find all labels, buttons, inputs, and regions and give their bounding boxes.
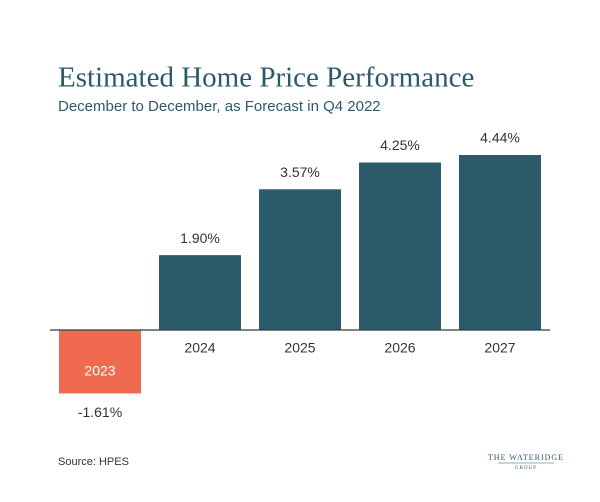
source: Source: HPES xyxy=(58,456,129,468)
value-label: 3.57% xyxy=(280,164,320,180)
value-label: 4.44% xyxy=(480,130,520,146)
x-tick-label: 2026 xyxy=(384,340,415,356)
value-label: -1.61% xyxy=(78,404,122,420)
chart-title: Estimated Home Price Performance xyxy=(58,62,474,94)
bar xyxy=(59,330,141,394)
value-label: 1.90% xyxy=(180,230,220,246)
logo: THE WATERIDGE xyxy=(488,453,564,462)
bar xyxy=(459,155,541,330)
bar xyxy=(259,189,341,330)
value-label: 4.25% xyxy=(380,137,420,153)
x-tick-label: 2027 xyxy=(484,340,515,356)
x-tick-label: 2023 xyxy=(84,363,115,379)
x-tick-label: 2025 xyxy=(284,340,315,356)
chart-subtitle: December to December, as Forecast in Q4 … xyxy=(58,98,381,115)
bar xyxy=(159,255,241,330)
x-tick-label: 2024 xyxy=(184,340,215,356)
bar xyxy=(359,162,441,330)
logo-sub: GROUP xyxy=(515,466,537,471)
